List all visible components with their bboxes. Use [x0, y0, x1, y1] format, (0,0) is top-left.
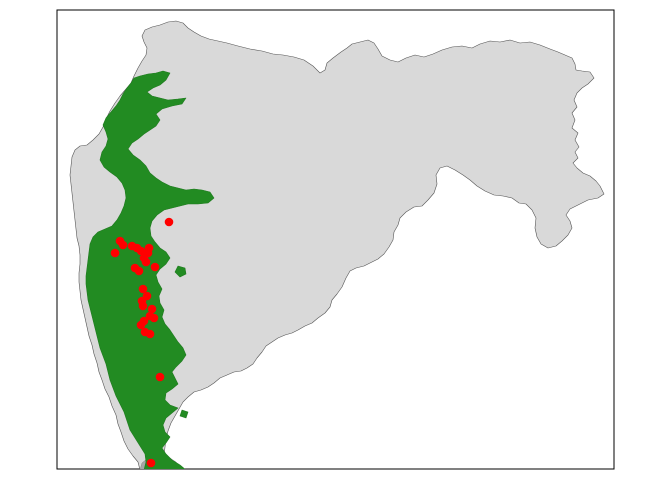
- occurrence-point[interactable]: [150, 262, 160, 272]
- occurrence-point[interactable]: [155, 372, 165, 382]
- occurrence-point[interactable]: [141, 257, 151, 267]
- occurrence-point[interactable]: [164, 217, 174, 227]
- occurrence-point[interactable]: [136, 320, 146, 330]
- occurrence-point[interactable]: [149, 313, 159, 323]
- map-layers: [69, 20, 605, 469]
- forest-patch: [174, 265, 187, 278]
- state-boundary: [69, 20, 605, 469]
- occurrence-point[interactable]: [110, 248, 120, 258]
- occurrence-point[interactable]: [130, 263, 140, 273]
- occurrence-point[interactable]: [145, 329, 155, 339]
- occurrence-point[interactable]: [118, 240, 128, 250]
- occurrence-point[interactable]: [136, 246, 146, 256]
- occurrence-point[interactable]: [138, 301, 148, 311]
- occurrence-point[interactable]: [147, 304, 157, 314]
- occurrence-point[interactable]: [146, 458, 156, 468]
- occurrence-point[interactable]: [127, 241, 137, 251]
- western-ghats-forest: [85, 70, 215, 469]
- occurrence-point[interactable]: [142, 291, 152, 301]
- forest-patch: [179, 409, 189, 419]
- occurrence-point[interactable]: [144, 243, 154, 253]
- occurrence-point[interactable]: [138, 284, 148, 294]
- occurrence-points: [110, 217, 174, 468]
